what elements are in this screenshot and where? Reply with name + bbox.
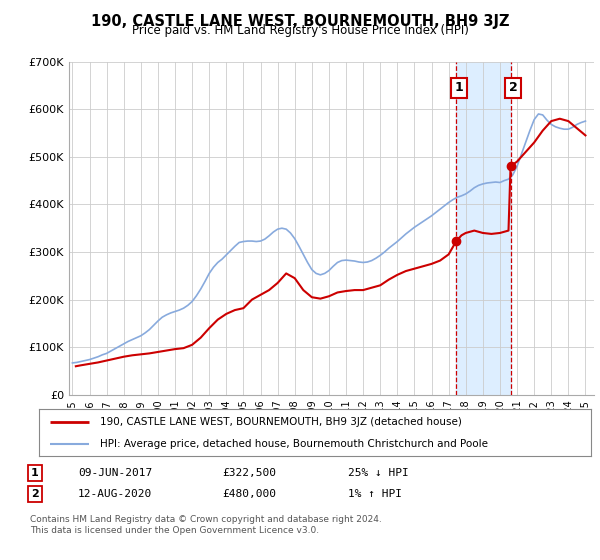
Text: 190, CASTLE LANE WEST, BOURNEMOUTH, BH9 3JZ: 190, CASTLE LANE WEST, BOURNEMOUTH, BH9 …	[91, 14, 509, 29]
Text: £322,500: £322,500	[222, 468, 276, 478]
Text: 12-AUG-2020: 12-AUG-2020	[78, 489, 152, 499]
Text: HPI: Average price, detached house, Bournemouth Christchurch and Poole: HPI: Average price, detached house, Bour…	[100, 438, 488, 449]
Text: 2: 2	[31, 489, 38, 499]
Text: 1: 1	[454, 81, 463, 94]
Text: 25% ↓ HPI: 25% ↓ HPI	[348, 468, 409, 478]
Text: This data is licensed under the Open Government Licence v3.0.: This data is licensed under the Open Gov…	[30, 526, 319, 535]
Text: 1% ↑ HPI: 1% ↑ HPI	[348, 489, 402, 499]
Text: 2: 2	[509, 81, 517, 94]
Text: Price paid vs. HM Land Registry's House Price Index (HPI): Price paid vs. HM Land Registry's House …	[131, 24, 469, 37]
Text: 190, CASTLE LANE WEST, BOURNEMOUTH, BH9 3JZ (detached house): 190, CASTLE LANE WEST, BOURNEMOUTH, BH9 …	[100, 417, 461, 427]
Bar	[456, 62, 511, 395]
Text: 09-JUN-2017: 09-JUN-2017	[78, 468, 152, 478]
Text: £480,000: £480,000	[222, 489, 276, 499]
Text: Contains HM Land Registry data © Crown copyright and database right 2024.: Contains HM Land Registry data © Crown c…	[30, 515, 382, 524]
Text: 1: 1	[31, 468, 38, 478]
